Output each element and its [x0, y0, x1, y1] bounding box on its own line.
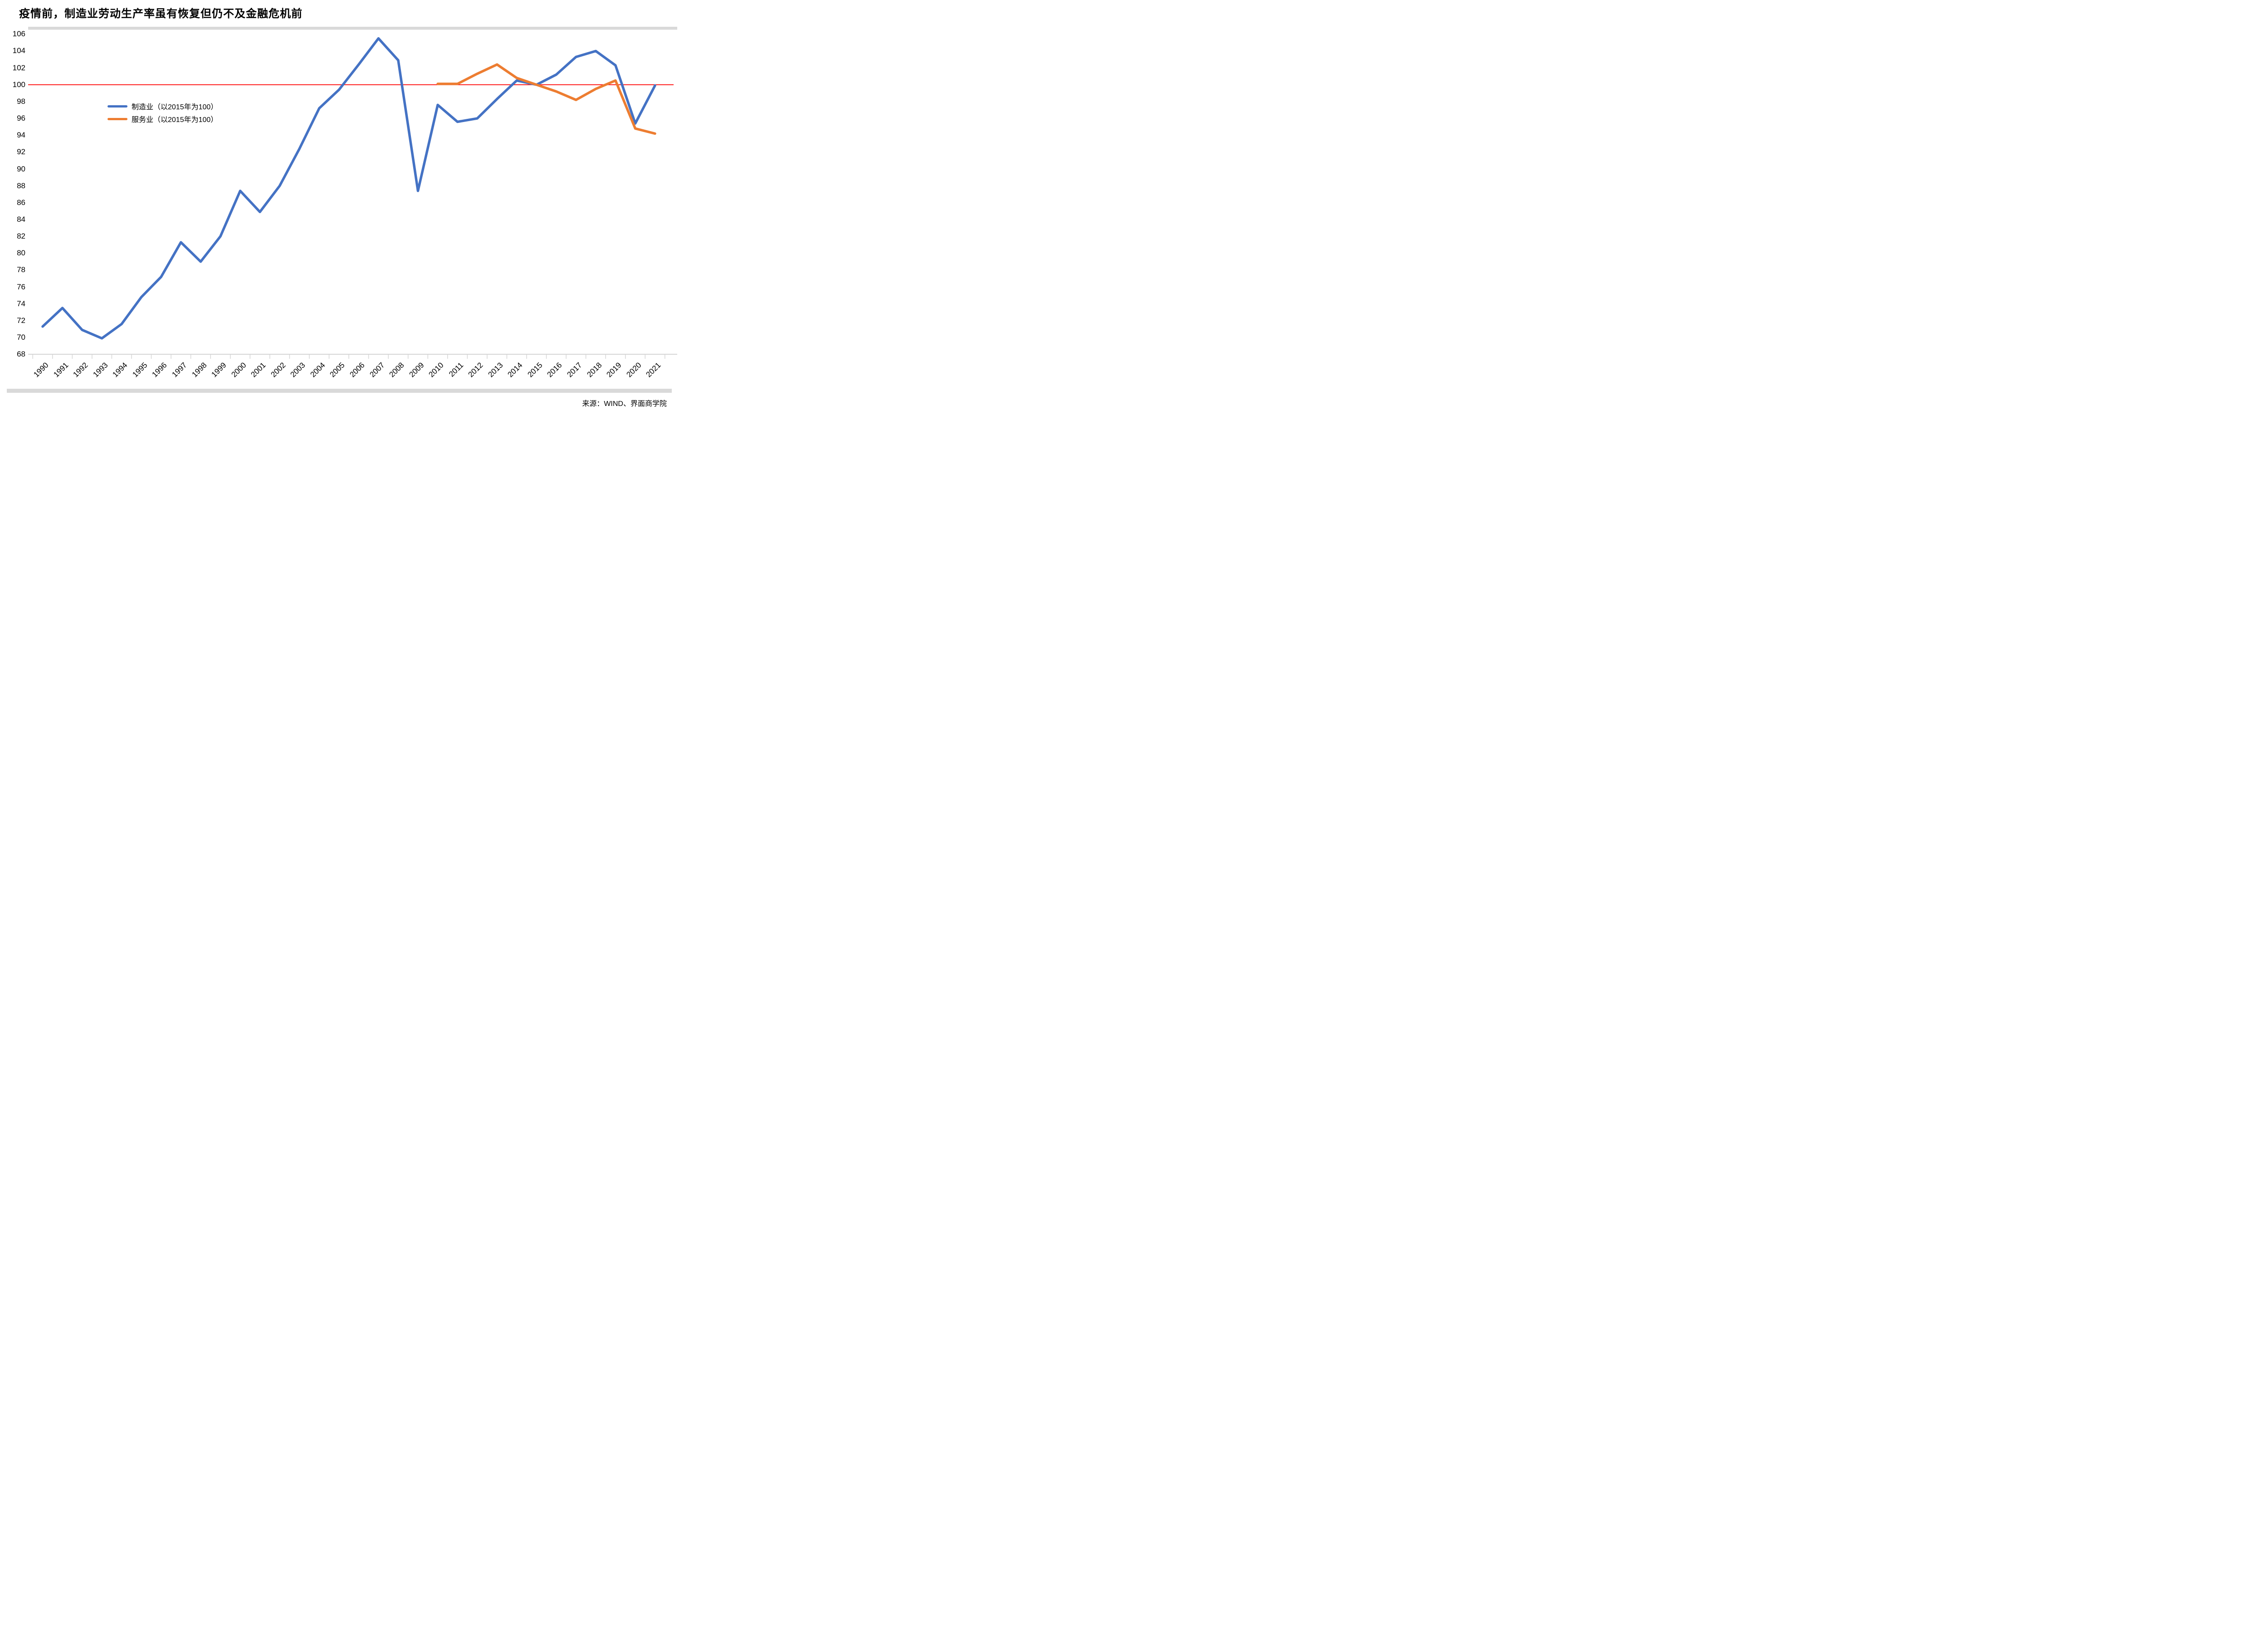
x-axis-tick	[151, 354, 152, 359]
y-axis-label: 88	[17, 181, 25, 190]
y-axis-label: 90	[17, 164, 25, 173]
x-axis-tick	[309, 354, 310, 359]
x-axis-tick	[368, 354, 369, 359]
x-axis-tick	[605, 354, 606, 359]
series-line-services	[436, 63, 656, 135]
services-line-swatch	[108, 117, 127, 120]
y-axis-label: 106	[12, 29, 25, 39]
y-axis-label: 94	[17, 131, 25, 140]
y-axis-label: 82	[17, 232, 25, 241]
x-axis-tick	[546, 354, 547, 359]
legend-item-manufacturing: 制造业（以2015年为100）	[108, 100, 218, 112]
x-axis-line	[28, 354, 677, 355]
x-axis-tick	[447, 354, 448, 359]
chart-title: 疫情前，制造业劳动生产率虽有恢复但仍不及金融危机前	[19, 8, 303, 20]
x-axis-tick	[467, 354, 468, 359]
x-axis-tick	[32, 354, 33, 359]
x-axis-tick	[625, 354, 626, 359]
x-axis-tick	[427, 354, 428, 359]
x-axis-tick	[348, 354, 349, 359]
y-axis-label: 86	[17, 198, 25, 207]
y-axis-label: 96	[17, 114, 25, 123]
x-axis-tick	[269, 354, 270, 359]
legend-label-manufacturing: 制造业（以2015年为100）	[132, 103, 218, 111]
x-axis-tick	[52, 354, 53, 359]
x-axis-tick	[92, 354, 93, 359]
x-axis-tick	[289, 354, 290, 359]
x-axis-tick	[388, 354, 389, 359]
line-chart-canvas	[7, 27, 677, 393]
legend: 制造业（以2015年为100） 服务业（以2015年为100）	[108, 100, 218, 125]
legend-label-services: 服务业（以2015年为100）	[132, 116, 218, 124]
legend-item-services: 服务业（以2015年为100）	[108, 112, 218, 125]
y-axis-label: 74	[17, 299, 25, 308]
chart-bottom-border	[7, 389, 672, 393]
x-axis-tick	[585, 354, 587, 359]
x-axis-tick	[131, 354, 132, 359]
x-axis-tick	[407, 354, 409, 359]
source-note: 来源：WIND、界面商学院	[582, 400, 667, 408]
chart-page: 疫情前，制造业劳动生产率虽有恢复但仍不及金融危机前 106 104 102 100 98…	[0, 0, 679, 410]
y-axis-label: 76	[17, 282, 25, 291]
y-axis-label: 78	[17, 265, 25, 274]
series-line-manufacturing	[41, 37, 656, 340]
x-axis-tick	[487, 354, 488, 359]
y-axis-label: 72	[17, 316, 25, 325]
x-axis-tick	[72, 354, 73, 359]
x-axis-tick	[210, 354, 211, 359]
manufacturing-line-swatch	[108, 105, 127, 108]
x-axis-tick	[328, 354, 330, 359]
chart-top-border	[28, 27, 677, 30]
y-axis-label: 70	[17, 333, 25, 342]
y-axis-label: 100	[12, 80, 25, 89]
y-axis-label: 98	[17, 97, 25, 106]
y-axis-label: 84	[17, 215, 25, 224]
y-axis-label: 92	[17, 147, 25, 156]
y-axis-label: 68	[17, 350, 25, 359]
y-axis-label: 80	[17, 249, 25, 258]
x-axis-tick	[506, 354, 508, 359]
x-axis-tick	[249, 354, 251, 359]
x-axis-tick	[645, 354, 646, 359]
y-axis-label: 104	[12, 46, 25, 55]
x-axis-tick	[566, 354, 567, 359]
y-axis-label: 102	[12, 63, 25, 72]
x-axis-tick	[526, 354, 527, 359]
x-axis-tick	[230, 354, 231, 359]
